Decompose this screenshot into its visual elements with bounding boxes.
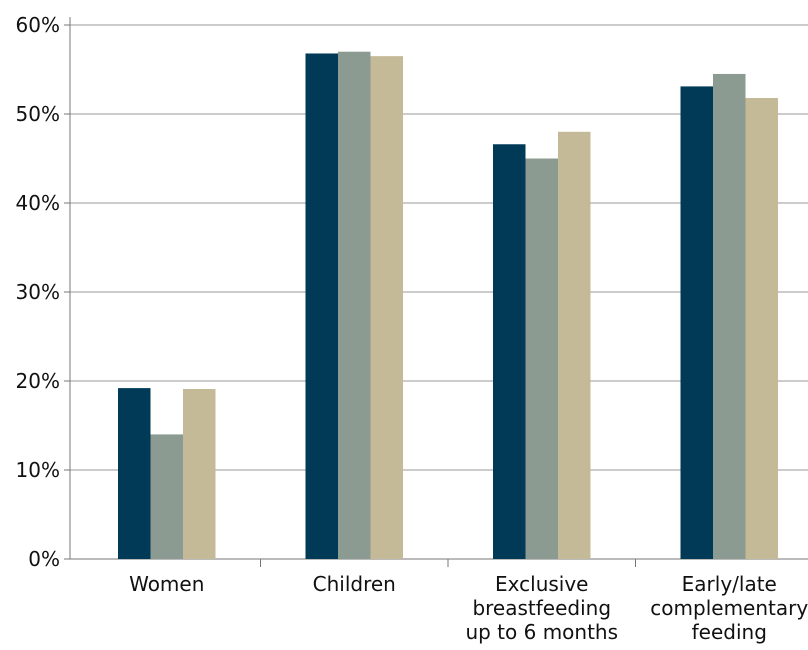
y-tick-label: 10% [16, 458, 60, 482]
x-category-label: up to 6 months [465, 620, 618, 644]
x-category-label: complementary [650, 596, 808, 620]
bars [118, 51, 778, 560]
bar [745, 97, 778, 559]
bar [305, 53, 338, 559]
x-category-label: feeding [692, 620, 767, 644]
y-tick-label: 0% [28, 547, 60, 571]
y-tick-label: 30% [16, 280, 60, 304]
bar [713, 73, 746, 559]
bar [338, 51, 371, 559]
bar [558, 131, 591, 560]
bar [118, 388, 151, 559]
x-category-label: Children [313, 572, 396, 596]
bar [183, 389, 216, 559]
bar [150, 434, 183, 559]
x-category-label: Exclusive [495, 572, 588, 596]
x-category-label: Women [129, 572, 204, 596]
bar [370, 56, 403, 560]
x-category-label: breastfeeding [472, 596, 611, 620]
y-tick-label: 60% [16, 13, 60, 37]
y-tick-label: 40% [16, 191, 60, 215]
x-category-label: Early/late [682, 572, 777, 596]
axis-labels: 0% 10% 20% 30% 40% 50% 60% Women Children Exclusi… [16, 13, 808, 644]
y-tick-label: 50% [16, 102, 60, 126]
bar [493, 144, 526, 559]
y-tick-label: 20% [16, 369, 60, 393]
bar [680, 86, 713, 559]
bar [525, 158, 558, 559]
